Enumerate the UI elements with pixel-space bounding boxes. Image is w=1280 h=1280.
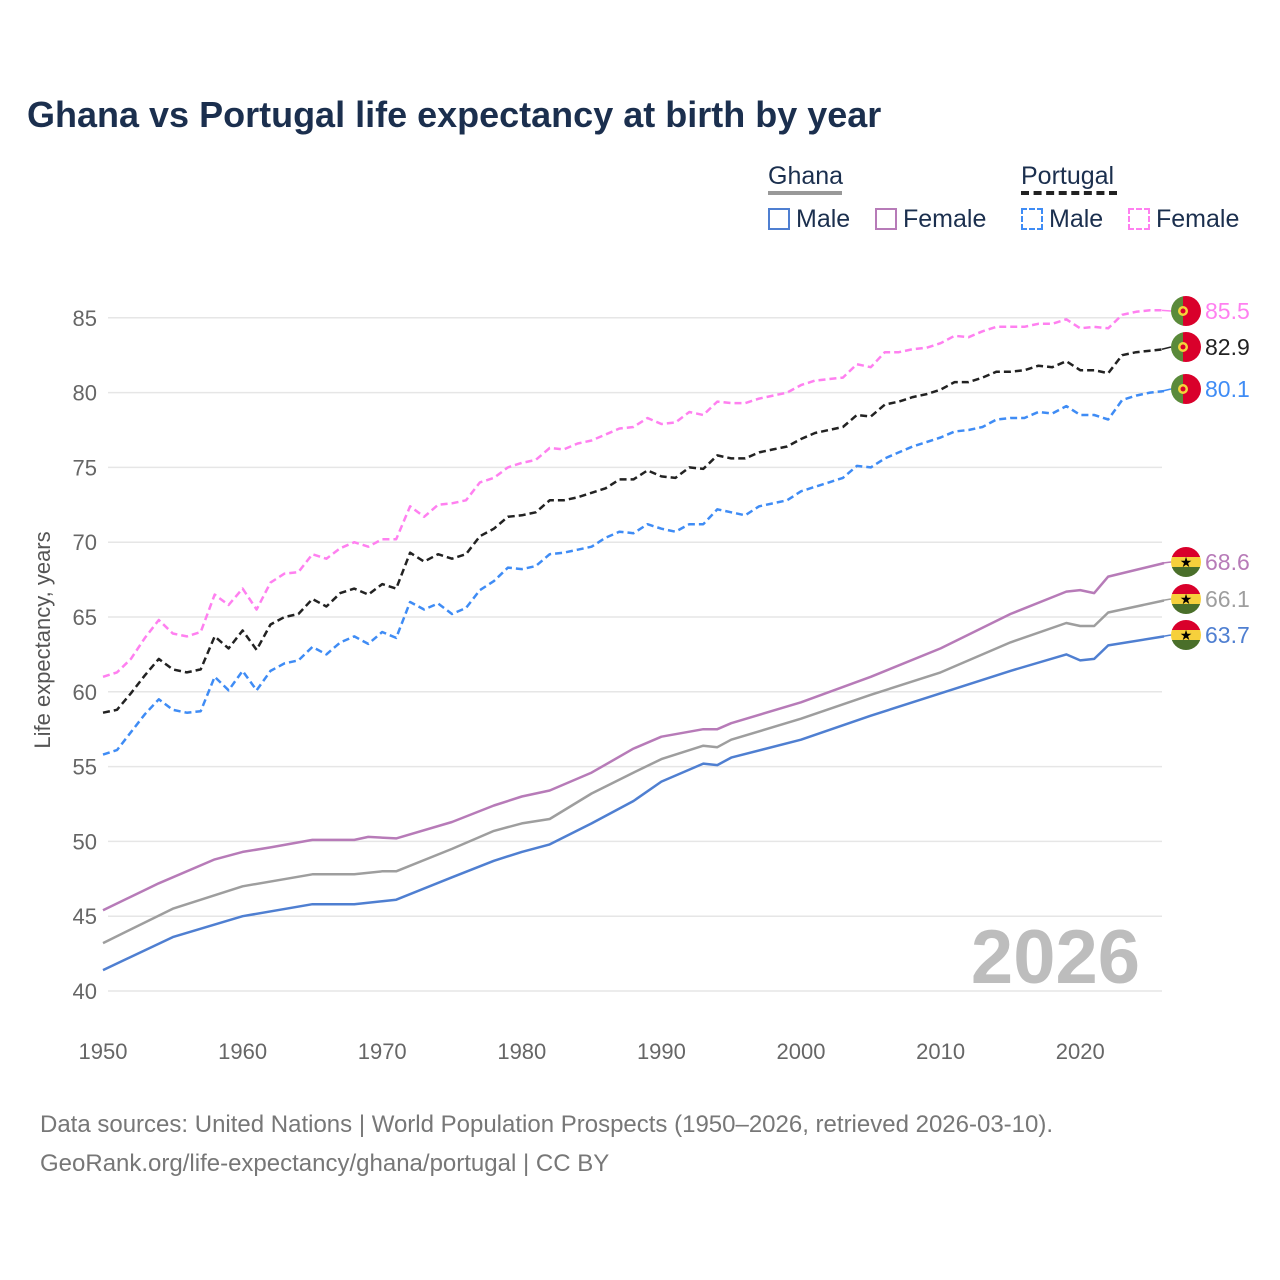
legend-portugal-line <box>1021 191 1117 195</box>
y-tick-label: 50 <box>73 829 97 854</box>
legend-ghana-line <box>768 191 842 195</box>
y-tick-label: 45 <box>73 904 97 929</box>
x-tick-label: 2020 <box>1056 1039 1105 1064</box>
y-tick-label: 65 <box>73 605 97 630</box>
footer-sources: Data sources: United Nations | World Pop… <box>40 1111 1054 1138</box>
y-tick-label: 80 <box>73 381 97 406</box>
portugal-flag-icon <box>1171 296 1201 326</box>
legend-swatch <box>1021 208 1043 230</box>
ghana-flag-icon: ★ <box>1171 547 1201 577</box>
end-label-leader <box>1161 561 1172 564</box>
legend-portugal-male[interactable]: Male <box>1021 205 1103 234</box>
legend-text: Male <box>1049 205 1104 233</box>
year-watermark: 2026 <box>971 915 1140 1000</box>
y-tick-label: 55 <box>73 755 97 780</box>
legend-swatch <box>875 208 897 230</box>
series-line-portugal-total <box>102 347 1165 714</box>
x-tick-label: 2010 <box>916 1039 965 1064</box>
legend-swatch <box>768 208 790 230</box>
y-tick-label: 70 <box>73 530 97 555</box>
end-label-leader <box>1161 309 1172 312</box>
end-value-label: 63.7 <box>1205 622 1250 648</box>
legend-ghana-male[interactable]: Male <box>768 205 850 234</box>
end-value-label: 66.1 <box>1205 586 1250 612</box>
end-value-label: 82.9 <box>1205 334 1250 360</box>
legend-text: Female <box>903 205 987 233</box>
x-tick-label: 1950 <box>79 1039 128 1064</box>
end-value-label: 68.6 <box>1205 549 1250 575</box>
series-line-ghana-male <box>102 635 1165 972</box>
legend-ghana-heading: Ghana <box>768 162 843 195</box>
y-tick-label: 60 <box>73 680 97 705</box>
legend-ghana-label: Ghana <box>768 162 844 190</box>
svg-text:★: ★ <box>1180 554 1193 570</box>
legend-portugal-label: Portugal <box>1021 162 1115 190</box>
legend-portugal-heading: Portugal <box>1021 162 1117 195</box>
series-line-portugal-male <box>102 389 1165 756</box>
legend-text: Male <box>796 205 851 233</box>
legend-text: Female <box>1156 205 1240 233</box>
end-label-leader <box>1161 634 1172 638</box>
x-tick-label: 2000 <box>777 1039 826 1064</box>
end-label-leader <box>1161 598 1172 602</box>
chart-title: Ghana vs Portugal life expectancy at bir… <box>27 94 882 135</box>
svg-text:★: ★ <box>1180 591 1193 607</box>
legend-portugal-female[interactable]: Female <box>1128 205 1239 234</box>
portugal-flag-icon <box>1171 332 1201 362</box>
footer: Data sources: United Nations | World Pop… <box>40 1105 1053 1183</box>
series-line-ghana-female <box>102 561 1165 912</box>
svg-text:★: ★ <box>1180 627 1193 643</box>
ghana-flag-icon: ★ <box>1171 584 1201 614</box>
series-line-portugal-female <box>102 309 1164 678</box>
series-line-ghana-total <box>102 599 1165 945</box>
end-value-label: 85.5 <box>1205 298 1250 324</box>
x-tick-label: 1960 <box>218 1039 267 1064</box>
x-tick-label: 1980 <box>497 1039 546 1064</box>
end-label-leader <box>1161 346 1172 350</box>
y-axis-label: Life expectancy, years <box>30 531 55 748</box>
legend-swatch <box>1128 208 1150 230</box>
legend-ghana-female[interactable]: Female <box>875 205 986 234</box>
y-tick-label: 85 <box>73 306 97 331</box>
end-value-label: 80.1 <box>1205 376 1250 402</box>
portugal-flag-icon <box>1171 374 1201 404</box>
end-label-leader <box>1161 388 1172 392</box>
ghana-flag-icon: ★ <box>1171 620 1201 650</box>
footer-link[interactable]: GeoRank.org/life-expectancy/ghana/portug… <box>40 1150 610 1177</box>
y-tick-label: 40 <box>73 979 97 1004</box>
x-tick-label: 1970 <box>358 1039 407 1064</box>
y-tick-label: 75 <box>73 455 97 480</box>
x-tick-label: 1990 <box>637 1039 686 1064</box>
